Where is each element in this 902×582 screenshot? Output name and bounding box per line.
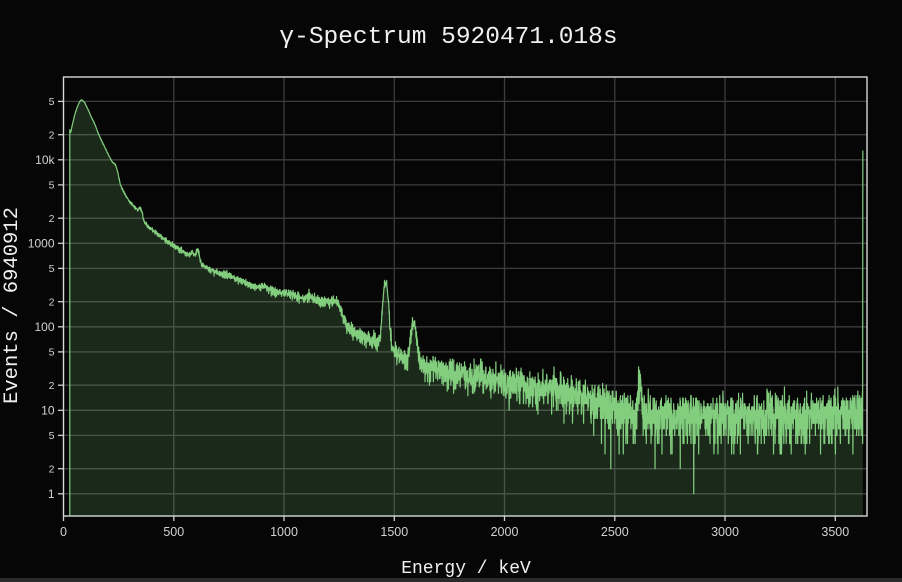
svg-text:5: 5 <box>49 96 55 108</box>
svg-text:5: 5 <box>49 263 55 275</box>
svg-text:500: 500 <box>163 525 184 539</box>
svg-text:0: 0 <box>60 525 67 539</box>
svg-text:3500: 3500 <box>821 525 849 539</box>
svg-text:1500: 1500 <box>380 525 408 539</box>
svg-text:2: 2 <box>49 297 55 309</box>
svg-text:10k: 10k <box>35 153 55 167</box>
svg-text:1: 1 <box>48 487 55 501</box>
svg-text:2: 2 <box>49 130 55 142</box>
svg-text:Events / 6940912: Events / 6940912 <box>1 207 24 404</box>
svg-text:2: 2 <box>49 464 55 476</box>
svg-text:3000: 3000 <box>711 525 739 539</box>
svg-text:5: 5 <box>49 347 55 359</box>
svg-text:10: 10 <box>41 404 55 418</box>
svg-text:100: 100 <box>34 320 54 334</box>
svg-text:2: 2 <box>49 380 55 392</box>
svg-text:Energy / keV: Energy / keV <box>401 559 531 579</box>
svg-text:5: 5 <box>49 180 55 192</box>
svg-text:5: 5 <box>49 430 55 442</box>
svg-text:2500: 2500 <box>601 525 629 539</box>
svg-text:1000: 1000 <box>270 525 298 539</box>
svg-text:2: 2 <box>49 213 55 225</box>
svg-text:1000: 1000 <box>28 237 55 251</box>
svg-text:2000: 2000 <box>491 525 519 539</box>
svg-text:γ-Spectrum 5920471.018s: γ-Spectrum 5920471.018s <box>279 24 617 51</box>
